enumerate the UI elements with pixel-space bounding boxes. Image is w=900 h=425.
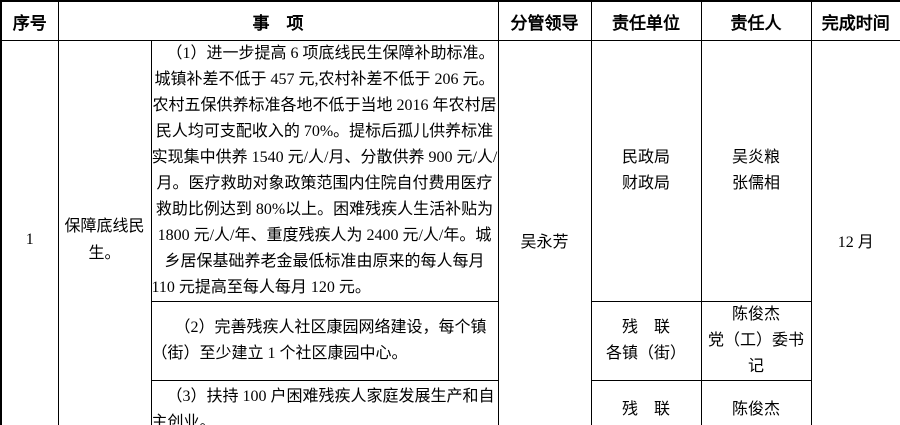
header-completion-time: 完成时间 [810, 0, 900, 41]
item-1-unit-cell: 民政局 财政局 [590, 40, 702, 302]
item-3-text-cell: （3）扶持 100 户困难残疾人家庭发展生产和自主创业。 [150, 380, 499, 425]
header-responsible-person: 责任人 [700, 0, 812, 41]
item-2-person-cell: 陈俊杰 党（工）委书记 [700, 301, 812, 381]
category-cell: 保障底线民生。 [57, 40, 152, 425]
item-1-person-cell: 吴炎粮 张儒相 [700, 40, 812, 302]
leader-cell: 吴永芳 [497, 40, 592, 425]
item-2-unit-cell: 残 联 各镇（街） [590, 301, 702, 381]
table-header-row: 序号 事 项 分管领导 责任单位 责任人 完成时间 [0, 0, 900, 41]
item-3-unit-cell: 残 联 [590, 380, 702, 425]
table-row-item-2: （2）完善残疾人社区康园网络建设，每个镇（街）至少建立 1 个社区康园中心。 残… [1, 301, 900, 381]
item-2-text-cell: （2）完善残疾人社区康园网络建设，每个镇（街）至少建立 1 个社区康园中心。 [150, 301, 499, 381]
header-leader-in-charge: 分管领导 [497, 0, 592, 41]
table-row-item-1: 1 保障底线民生。 （1）进一步提高 6 项底线民生保障补助标准。城镇补差不低于… [0, 40, 900, 425]
header-responsible-unit: 责任单位 [590, 0, 702, 41]
deadline-cell: 12 月 [810, 40, 900, 425]
header-serial-number: 序号 [0, 0, 59, 41]
header-item: 事 项 [57, 0, 499, 41]
item-3-person-cell: 陈俊杰 [700, 380, 812, 425]
table-row-item-3: （3）扶持 100 户困难残疾人家庭发展生产和自主创业。 残 联 陈俊杰 [1, 380, 900, 425]
item-1-text-cell: （1）进一步提高 6 项底线民生保障补助标准。城镇补差不低于 457 元,农村补… [150, 40, 499, 302]
serial-number-cell: 1 [0, 40, 59, 425]
